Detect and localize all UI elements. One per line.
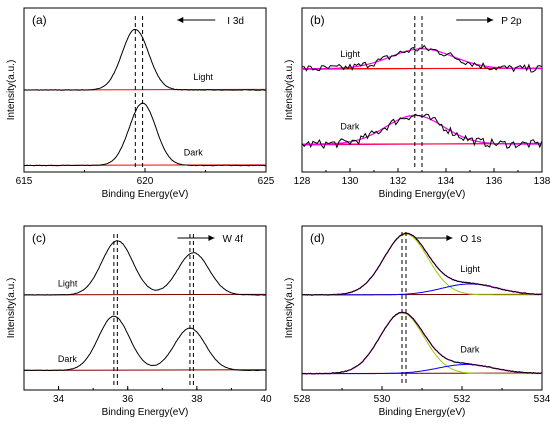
series-label-dark: Dark bbox=[460, 344, 480, 354]
x-tick-label: 138 bbox=[534, 176, 550, 187]
spectrum-light bbox=[301, 232, 543, 296]
core-level-label: I 3d bbox=[227, 16, 244, 27]
x-tick-label: 36 bbox=[122, 394, 134, 405]
panel-label: (d) bbox=[310, 231, 325, 245]
x-axis-label: Binding Energy(eV) bbox=[102, 407, 189, 418]
spectrum-light bbox=[23, 28, 267, 91]
x-tick-label: 134 bbox=[438, 176, 455, 187]
x-tick-label: 625 bbox=[258, 176, 275, 187]
series-label-dark: Dark bbox=[340, 121, 360, 131]
core-level-label: O 1s bbox=[460, 234, 481, 245]
y-axis-label: Intensity(a.u.) bbox=[6, 278, 17, 339]
core-level-label: P 2p bbox=[501, 16, 522, 27]
panel-a: 615 620 625 Binding Energy(eV) Intensity(a.u… bbox=[6, 7, 275, 200]
y-axis-label: Intensity(a.u.) bbox=[6, 60, 17, 121]
shift-arrow-head bbox=[208, 235, 215, 241]
x-tick-label: 620 bbox=[137, 176, 154, 187]
x-axis-label: Binding Energy(eV) bbox=[102, 189, 189, 200]
x-tick-label: 128 bbox=[294, 176, 311, 187]
spectrum-dark bbox=[301, 312, 543, 375]
component-peak bbox=[302, 283, 543, 296]
shift-arrow-head bbox=[446, 235, 453, 241]
component-peak bbox=[302, 312, 542, 375]
core-level-label: W 4f bbox=[222, 234, 243, 245]
component-peak bbox=[302, 233, 542, 296]
x-tick-label: 528 bbox=[294, 394, 311, 405]
x-tick-label: 40 bbox=[260, 394, 272, 405]
series-label-dark: Dark bbox=[58, 354, 78, 364]
panel-b: 128 130 132 134 136 138 Binding Energy(eV) Inte… bbox=[284, 7, 550, 200]
panel-label: (c) bbox=[32, 231, 46, 245]
spectrum-light bbox=[302, 44, 543, 73]
series-label-light: Light bbox=[340, 49, 360, 59]
plot-frame bbox=[23, 225, 267, 391]
x-tick-label: 38 bbox=[191, 394, 203, 405]
shift-arrow-head bbox=[177, 17, 184, 23]
x-tick-label: 532 bbox=[454, 394, 471, 405]
panel-label: (b) bbox=[310, 13, 325, 27]
x-tick-label: 534 bbox=[534, 394, 550, 405]
spectrum-dark bbox=[23, 315, 267, 372]
panel-d: 528 530 532 534 Binding Energy(eV) Intensity(… bbox=[284, 225, 550, 418]
shift-arrow-head bbox=[487, 17, 494, 23]
x-tick-label: 34 bbox=[53, 394, 65, 405]
fit-envelope bbox=[302, 311, 543, 375]
panel-c: 34 36 38 40 Binding Energy(eV) Intensity(a.u.… bbox=[6, 225, 272, 418]
fit-envelope bbox=[302, 232, 543, 296]
x-tick-label: 136 bbox=[486, 176, 503, 187]
series-label-light: Light bbox=[460, 264, 480, 274]
x-axis-label: Binding Energy(eV) bbox=[379, 407, 466, 418]
x-axis-label: Binding Energy(eV) bbox=[379, 189, 466, 200]
x-tick-label: 132 bbox=[390, 176, 407, 187]
spectrum-light bbox=[23, 240, 267, 296]
spectrum-dark bbox=[23, 102, 267, 167]
series-label-light: Light bbox=[58, 279, 78, 289]
x-tick-label: 530 bbox=[374, 394, 391, 405]
series-label-dark: Dark bbox=[184, 148, 204, 158]
x-tick-label: 615 bbox=[16, 176, 33, 187]
plot-frame bbox=[301, 225, 543, 391]
y-axis-label: Intensity(a.u.) bbox=[284, 60, 295, 121]
y-axis-label: Intensity(a.u.) bbox=[284, 278, 295, 339]
series-label-light: Light bbox=[193, 72, 213, 82]
panel-label: (a) bbox=[32, 13, 47, 27]
x-tick-label: 130 bbox=[342, 176, 359, 187]
